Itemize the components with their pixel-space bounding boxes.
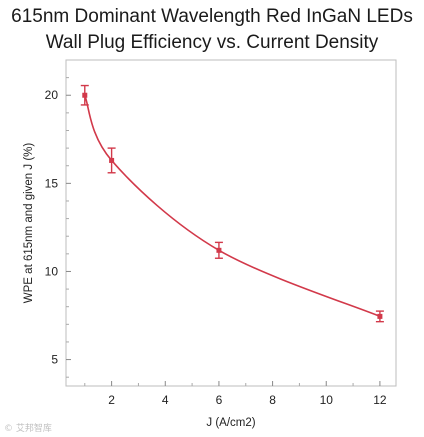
y-tick-label: 10 <box>45 264 59 278</box>
plot-area-frame <box>65 59 397 387</box>
x-tick-label: 12 <box>373 393 387 407</box>
x-tick-label: 6 <box>216 393 223 407</box>
y-axis-ticks: 5 10 15 20 <box>45 77 71 378</box>
data-point <box>214 241 223 259</box>
data-point <box>107 147 116 174</box>
y-tick-label: 20 <box>45 88 59 102</box>
y-axis-label: WPE at 615nm and given J (%) <box>23 143 35 304</box>
x-tick-label: 8 <box>269 393 276 407</box>
x-tick-label: 4 <box>162 393 169 407</box>
chart-title-line-2: Wall Plug Efficiency vs. Current Density <box>45 32 379 53</box>
x-axis-label: J (A/cm2) <box>206 417 255 429</box>
x-axis-ticks: 2 4 6 8 10 12 <box>84 381 387 407</box>
data-point <box>80 84 89 106</box>
series-points <box>80 84 384 323</box>
y-tick-label: 5 <box>51 353 58 367</box>
point-marker <box>216 247 222 253</box>
point-marker <box>377 313 383 319</box>
y-tick-label: 15 <box>45 176 59 190</box>
point-marker <box>82 92 88 98</box>
point-marker <box>109 157 115 163</box>
watermark: © 艾邦智库 <box>4 424 52 434</box>
series-curve <box>84 94 381 318</box>
x-tick-label: 2 <box>108 393 115 407</box>
x-tick-label: 10 <box>320 393 334 407</box>
chart-title-line-1: 615nm Dominant Wavelength Red InGaN LEDs <box>11 6 413 27</box>
data-point <box>375 310 384 323</box>
